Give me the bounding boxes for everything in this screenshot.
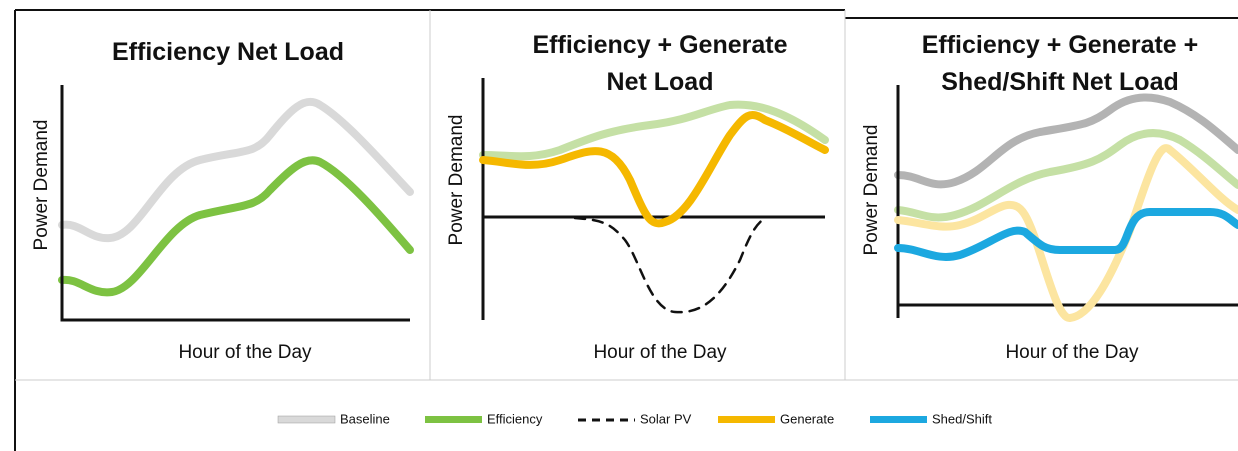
axes: [896, 85, 1238, 318]
x-axis-label: Hour of the Day: [593, 342, 727, 363]
panel-title: Efficiency + Generate +: [922, 31, 1199, 59]
axes: [60, 85, 410, 322]
panel-title: Shed/Shift Net Load: [941, 68, 1179, 96]
legend-swatch: [425, 416, 482, 423]
panel-title: Net Load: [607, 68, 714, 96]
efficiency-curve: [58, 156, 414, 297]
baseline-curve: [894, 93, 1238, 189]
legend-label: Generate: [780, 411, 834, 426]
x-axis-label: Hour of the Day: [1005, 342, 1139, 363]
generate-curve: [479, 111, 829, 228]
panel-title: Efficiency Net Load: [112, 38, 344, 66]
legend-swatch: [277, 415, 336, 424]
legend-swatch: [870, 416, 927, 423]
panel-title: Efficiency + Generate: [533, 31, 788, 59]
x-axis-label: Hour of the Day: [178, 342, 312, 363]
generate-curve: [894, 144, 1238, 322]
efficiency-curve: [894, 129, 1238, 222]
y-axis-label: Power Demand: [861, 125, 882, 256]
baseline-curve: [58, 97, 414, 243]
y-axis-label: Power Demand: [446, 115, 467, 246]
legend-label: Shed/Shift: [932, 411, 992, 426]
legend: Baseline Efficiency Solar PV Generate Sh…: [277, 411, 992, 426]
legend-label: Baseline: [340, 411, 390, 426]
panel-2: Efficiency + Generate Net Load Power Dem…: [446, 31, 829, 363]
legend-label: Solar PV: [640, 411, 692, 426]
shed-shift-curve: [894, 208, 1238, 261]
legend-label: Efficiency: [487, 411, 543, 426]
frame: [14, 9, 1238, 451]
efficiency-curve: [479, 100, 829, 161]
legend-swatch: [718, 416, 775, 423]
solar-pv-curve: [573, 216, 767, 314]
axes: [481, 78, 825, 320]
panel-3: Efficiency + Generate + Shed/Shift Net L…: [861, 31, 1238, 363]
y-axis-label: Power Demand: [31, 120, 52, 251]
panel-1: Efficiency Net Load Power Demand Hour of…: [31, 38, 414, 363]
